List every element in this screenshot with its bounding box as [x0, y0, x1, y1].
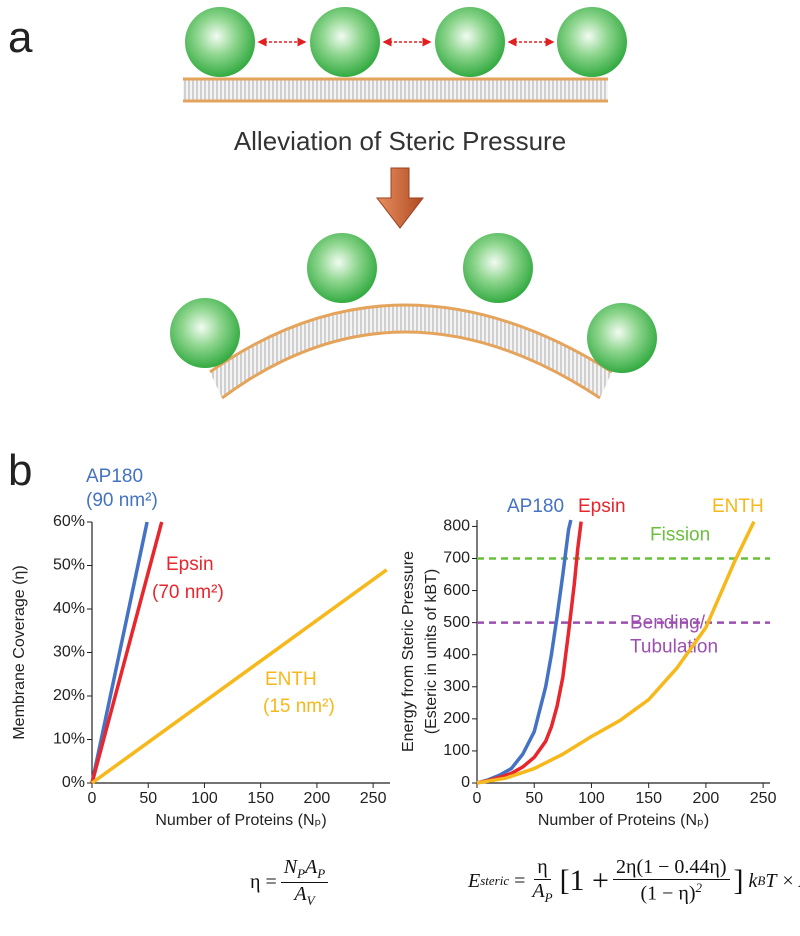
y-tick-label: 10% [53, 731, 85, 748]
eq-text: A [294, 883, 307, 905]
fraction: NPAP AV [280, 856, 329, 909]
threshold-label: Tubulation [630, 637, 718, 658]
flat-membrane [183, 77, 608, 103]
x-tick-label: 50 [525, 790, 543, 807]
y-axis-title: Membrane Coverage (η) [11, 565, 28, 739]
eq-text: V [306, 893, 315, 908]
x-tick-label: 100 [578, 790, 605, 807]
eq-text: [1 + [559, 864, 609, 897]
eq-text: E [468, 869, 481, 892]
y-tick-label: 500 [443, 614, 470, 631]
x-tick-label: 150 [635, 790, 662, 807]
annotation: (70 nm²) [152, 582, 224, 603]
series-label: ENTH [712, 496, 764, 517]
right-labels: AP180 Epsin ENTH [507, 496, 764, 517]
annotation: (15 nm²) [263, 696, 335, 717]
x-tick-label: 50 [139, 790, 157, 807]
curved-membrane [209, 303, 613, 400]
y-tick-label: 100 [443, 742, 470, 759]
x-tick-label: 0 [473, 790, 482, 807]
proteins-flat [185, 7, 627, 77]
x-tick-label: 0 [88, 790, 97, 807]
x-tick-label: 100 [191, 790, 218, 807]
eq-text: ] [733, 864, 744, 897]
fraction: η AP [529, 856, 555, 906]
eq-text: A [305, 856, 318, 878]
series-label: AP180 [507, 496, 564, 517]
series-label: ENTH [265, 669, 317, 690]
y-tick-label: 600 [443, 582, 470, 599]
x-axis-title: Number of Proteins (Nₚ) [155, 812, 326, 829]
y-tick-label: 200 [443, 710, 470, 727]
eq-text: 2η(1 − 0.44η) [612, 856, 730, 881]
x-tick-label: 250 [750, 790, 777, 807]
panel-label: a [8, 13, 33, 62]
figure: a Alleviation of Steric Pressure b AP180… [8, 7, 777, 829]
y-tick-label: 0% [62, 774, 85, 791]
series-label: Epsin [578, 496, 626, 517]
eq-text: steric [480, 873, 510, 888]
eq-text: P [317, 866, 326, 881]
y-tick-label: 40% [53, 600, 85, 617]
y-axis-title: (Esteric in units of kBT) [423, 569, 440, 734]
series-line [476, 520, 756, 785]
x-tick-label: 150 [247, 790, 274, 807]
threshold-label: Bending/ [630, 613, 706, 634]
y-tick-label: 30% [53, 644, 85, 661]
series-label: AP180 [86, 466, 143, 487]
eq-text: 2 [695, 880, 703, 896]
series-line [476, 519, 573, 785]
series-line [90, 521, 149, 784]
x-tick-label: 200 [304, 790, 331, 807]
eq-text: B [757, 873, 766, 888]
y-tick-label: 0 [461, 774, 470, 791]
eq-text: A [532, 880, 545, 902]
eq-text: P [544, 890, 553, 905]
series-label: Epsin [166, 554, 214, 575]
left-labels: AP180 (90 nm²) Epsin (70 nm²) ENTH (15 n… [86, 466, 335, 717]
eq-text: T × A [765, 869, 800, 892]
fraction: 2η(1 − 0.44η) (1 − η)2 [612, 856, 730, 906]
eq-text: η [534, 856, 551, 880]
panel-label: b [8, 446, 32, 495]
proteins-curved [170, 233, 657, 373]
y-tick-label: 20% [53, 687, 85, 704]
y-tick-label: 400 [443, 646, 470, 663]
y-tick-label: 800 [443, 518, 470, 535]
eq-text: N [283, 856, 298, 878]
annotation: (90 nm²) [86, 490, 158, 511]
y-tick-label: 60% [53, 513, 85, 530]
eq-text: P [297, 866, 306, 881]
eq-text: η = [250, 871, 277, 893]
series-line [90, 568, 388, 785]
y-tick-label: 50% [53, 557, 85, 574]
eq-text: = [514, 869, 526, 892]
series-line [90, 521, 164, 784]
series-line [476, 521, 583, 785]
y-tick-label: 700 [443, 550, 470, 567]
x-tick-label: 200 [693, 790, 720, 807]
eq-text: (1 − η) [640, 882, 696, 905]
eq-text: k [748, 869, 758, 892]
equation: η = NPAP AV [250, 856, 332, 909]
down-arrow [375, 167, 425, 229]
caption: Alleviation of Steric Pressure [234, 126, 566, 156]
x-tick-label: 250 [360, 790, 387, 807]
y-axis-title: Energy from Steric Pressure [400, 551, 417, 752]
x-axis-title: Number of Proteins (Nₚ) [538, 812, 709, 829]
threshold-label: Fission [650, 524, 710, 545]
y-tick-label: 300 [443, 678, 470, 695]
